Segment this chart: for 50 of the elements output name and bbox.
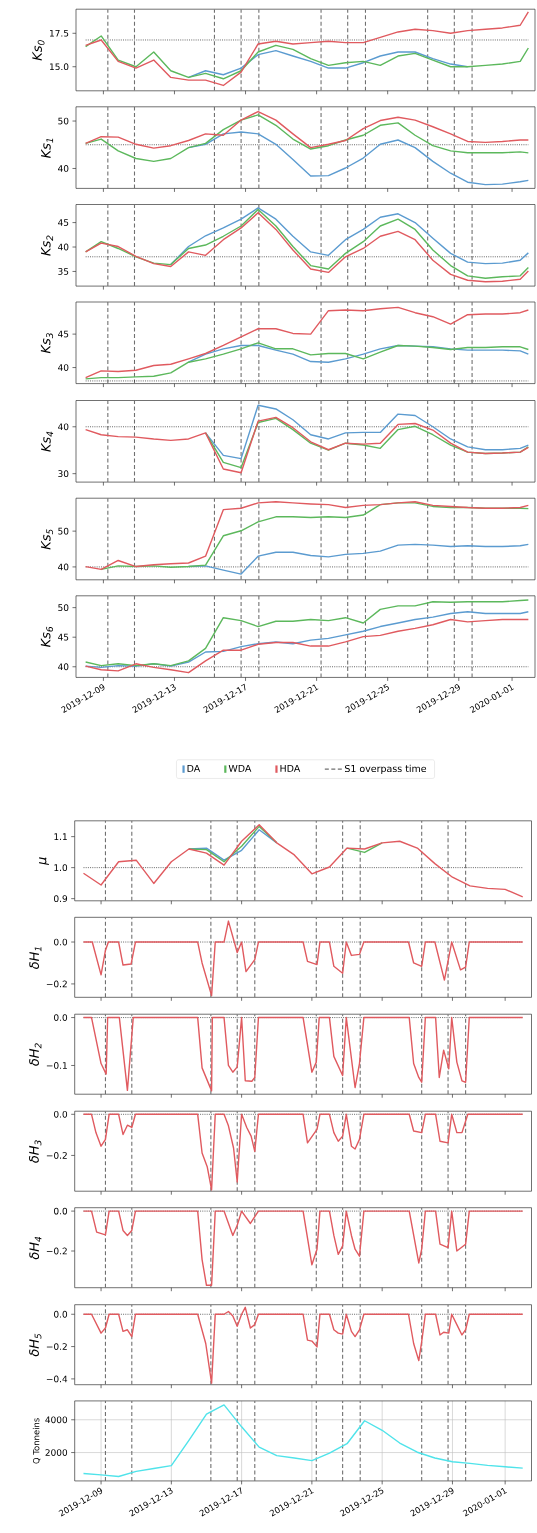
y-tick-label: 40 (58, 243, 69, 251)
y-axis-title: Ks$_{3}$ (40, 333, 54, 354)
y-tick-label: −0.4 (46, 1375, 68, 1383)
y-tick-label: 0.0 (54, 1014, 68, 1021)
y-tick-label: 50 (58, 117, 69, 125)
y-tick-label: 17.5 (50, 29, 69, 37)
y-axis-title: δH$_{5}$ (29, 1333, 42, 1357)
y-tick-label: 15.0 (50, 63, 69, 71)
y-axis-title: Ks$_{4}$ (41, 431, 54, 452)
y-axis-title: Ks$_{0}$ (32, 40, 45, 61)
y-axis-title: Ks$_{2}$ (41, 235, 54, 256)
legend-label: DA (187, 764, 201, 772)
y-axis-title: Ks$_{5}$ (40, 529, 54, 550)
y-tick-label: 1.0 (54, 864, 68, 872)
legend-label: HDA (280, 764, 301, 772)
y-axis-title: δH$_{4}$ (29, 1236, 42, 1260)
y-tick-label: 30 (58, 470, 69, 478)
legend-label: WDA (228, 764, 252, 772)
y-tick-label: −0.2 (46, 980, 67, 988)
y-tick-label: 50 (58, 604, 69, 612)
y-tick-label: 4000 (45, 1416, 68, 1424)
y-tick-label: 40 (58, 423, 69, 431)
y-tick-label: 40 (58, 364, 69, 371)
y-tick-label: 0.0 (54, 1110, 68, 1118)
y-tick-label: 45 (58, 330, 69, 338)
y-tick-label: −0.2 (46, 1343, 67, 1350)
y-tick-label: 0.0 (54, 1310, 68, 1318)
y-axis-title: Ks$_{1}$ (41, 138, 54, 159)
y-tick-label: 0.9 (54, 895, 68, 903)
y-tick-label: 35 (58, 268, 69, 275)
y-tick-label: 45 (58, 219, 69, 226)
y-tick-label: 1.1 (54, 833, 67, 840)
y-tick-label: −0.1 (46, 1062, 67, 1069)
y-axis-title: δH$_{3}$ (29, 1140, 42, 1163)
y-tick-label: 0.0 (54, 1207, 68, 1215)
y-tick-label: 40 (58, 563, 69, 571)
y-tick-label: 40 (58, 165, 69, 172)
y-tick-label: 50 (58, 527, 69, 535)
y-axis-title: δH$_{2}$ (29, 1043, 42, 1066)
y-tick-label: 40 (58, 663, 69, 671)
y-tick-label: −0.2 (46, 1152, 67, 1159)
y-axis-title: δH$_{1}$ (29, 947, 42, 969)
y-axis-title: Ks$_{6}$ (40, 626, 54, 648)
y-tick-label: 0.0 (54, 938, 68, 946)
y-tick-label: −0.2 (46, 1247, 67, 1255)
y-tick-label: 45 (58, 633, 69, 641)
y-axis-title: μ (39, 857, 49, 866)
y-axis-title: Q Tonneins (32, 1418, 41, 1464)
y-tick-label: 2000 (45, 1449, 68, 1456)
legend-label: S1 overpass time (344, 764, 427, 774)
